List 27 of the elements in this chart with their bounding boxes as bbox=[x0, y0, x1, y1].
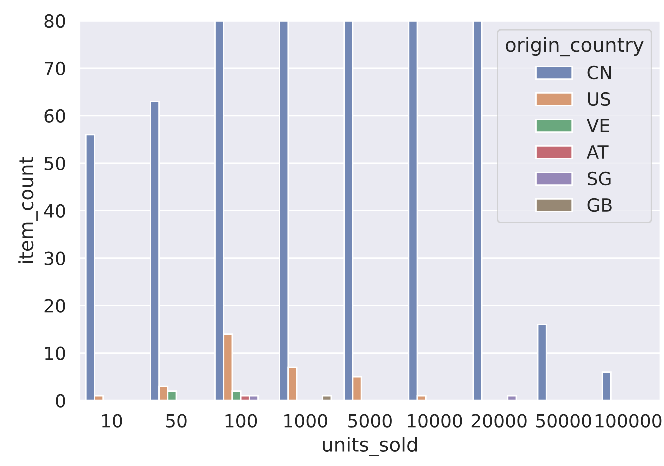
legend-label: GB bbox=[588, 198, 612, 212]
x-tick-label: 50 bbox=[166, 414, 187, 428]
y-axis-title: item_count bbox=[18, 157, 38, 264]
legend-label: AT bbox=[586, 146, 609, 159]
y-tick-label: 20 bbox=[44, 299, 66, 313]
y-tick-label: 50 bbox=[44, 156, 66, 171]
y-tick-label: 10 bbox=[45, 346, 66, 360]
x-tick-label: 10000 bbox=[408, 414, 462, 428]
legend-label: US bbox=[588, 92, 610, 106]
x-tick-label: 20000 bbox=[472, 414, 527, 428]
x-tick-label: 10 bbox=[102, 414, 122, 428]
y-tick-label: 80 bbox=[44, 14, 66, 28]
x-tick-label: 100 bbox=[226, 414, 258, 428]
legend-label: VE bbox=[586, 119, 610, 132]
x-tick-label: 100000 bbox=[596, 414, 662, 428]
y-tick-label: 70 bbox=[44, 62, 66, 76]
legend-title: origin_country bbox=[506, 37, 644, 57]
y-tick-label: 40 bbox=[44, 204, 66, 218]
x-tick-label: 1000 bbox=[284, 414, 328, 428]
y-tick-label: 30 bbox=[44, 252, 66, 266]
legend-label: SG bbox=[588, 172, 611, 186]
x-axis-title: units_sold bbox=[323, 436, 418, 456]
legend-label: CN bbox=[588, 66, 612, 80]
x-tick-label: 50000 bbox=[536, 414, 592, 428]
y-tick-label: 60 bbox=[44, 109, 66, 124]
x-tick-label: 5000 bbox=[348, 414, 392, 428]
y-tick-label: 0 bbox=[56, 394, 66, 408]
